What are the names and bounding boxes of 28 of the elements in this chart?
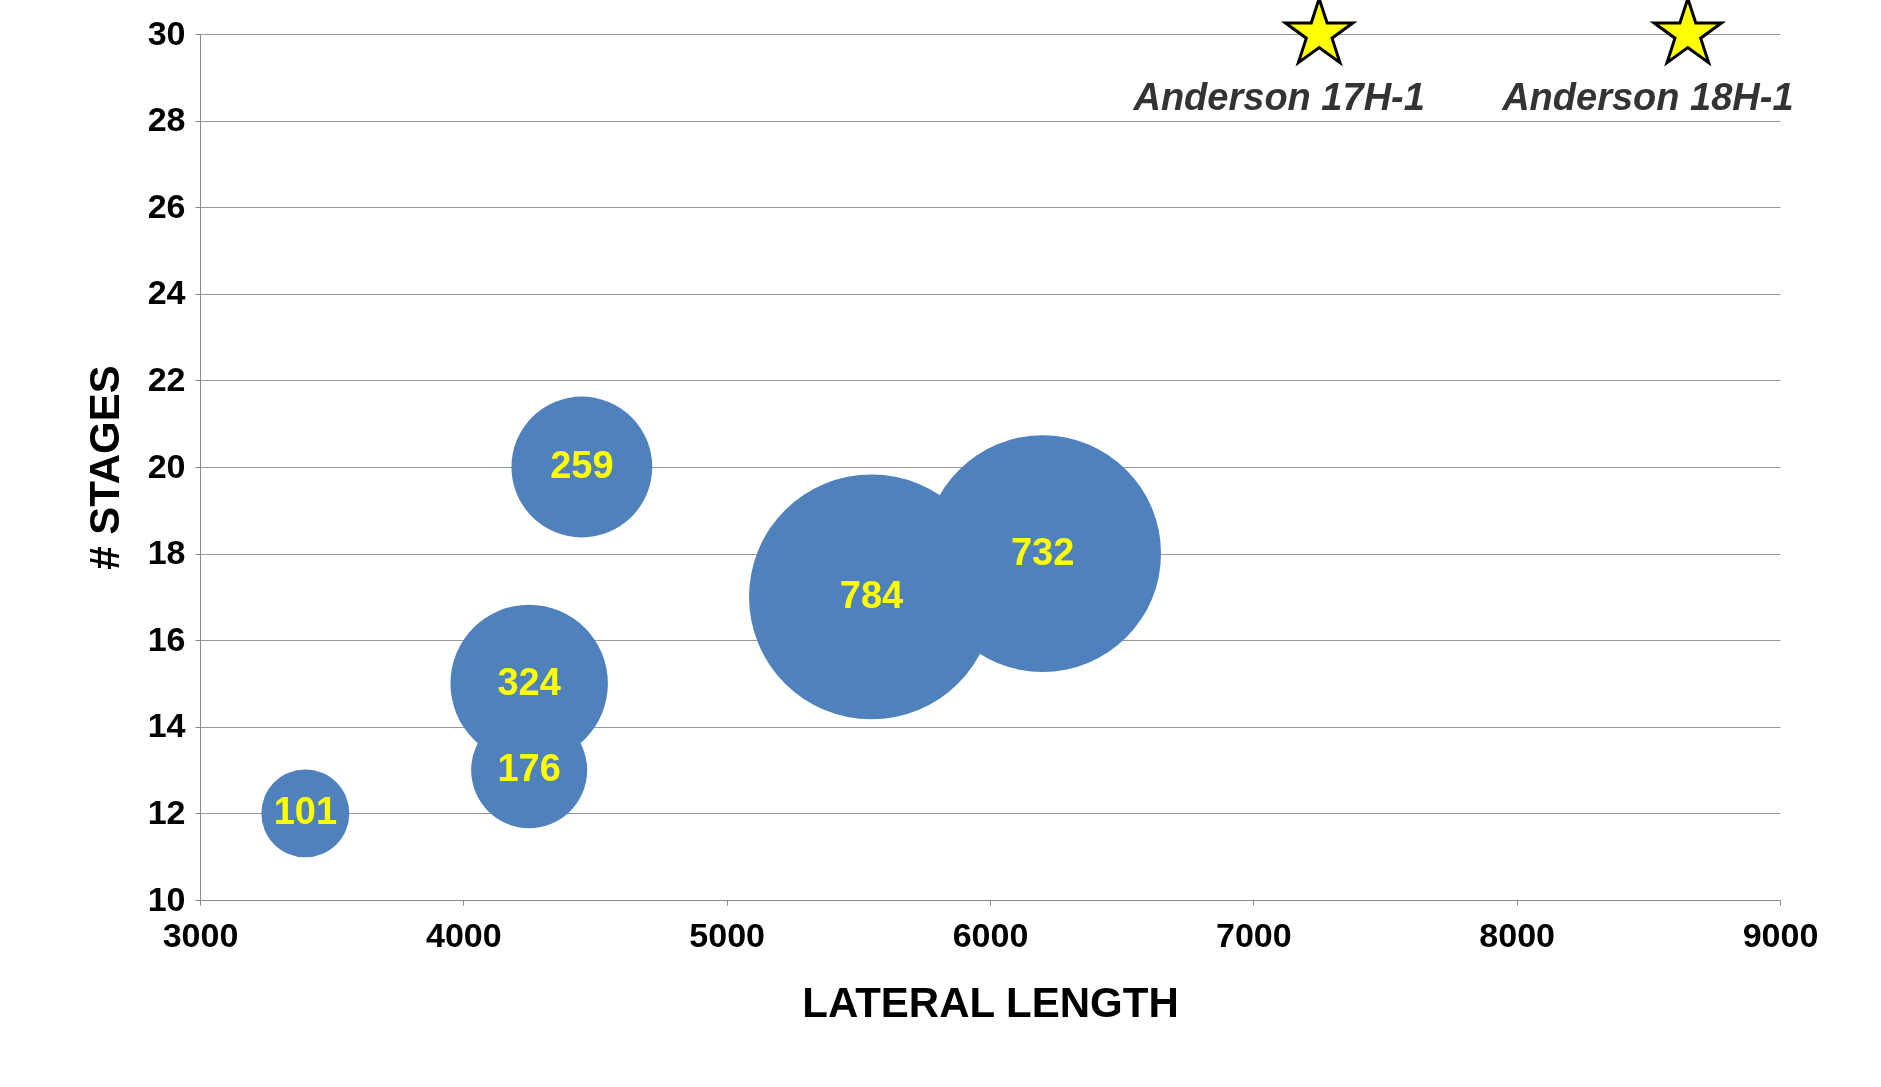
y-tick-label: 30 (147, 13, 186, 52)
data-label: 101 (273, 790, 338, 833)
y-tick-label: 20 (147, 446, 186, 485)
y-axis-title: # STAGES (80, 365, 128, 570)
x-tick-label: 6000 (952, 915, 1029, 954)
y-tick-label: 22 (147, 359, 186, 398)
data-label: 176 (497, 747, 561, 790)
y-tick-label: 26 (147, 186, 186, 225)
data-label: 324 (497, 660, 561, 703)
x-tick-label: 3000 (162, 915, 239, 954)
x-tick-label: 9000 (1742, 915, 1819, 954)
annotation: Anderson 18H-1 (1501, 76, 1794, 118)
x-tick-label: 5000 (689, 915, 765, 954)
data-label: 732 (1010, 530, 1075, 573)
y-tick-label: 12 (147, 792, 186, 831)
y-tick-label: 28 (147, 100, 186, 139)
x-axis-title: LATERAL LENGTH (802, 978, 1179, 1026)
x-tick-label: 8000 (1479, 915, 1555, 954)
y-tick-label: 18 (147, 533, 186, 572)
x-tick-label: 4000 (426, 915, 502, 954)
data-label: 259 (550, 444, 614, 486)
data-label: 784 (839, 573, 904, 616)
y-tick-label: 10 (147, 879, 186, 918)
y-tick-label: 24 (147, 273, 186, 312)
y-tick-label: 14 (147, 706, 186, 745)
y-tick-label: 16 (147, 619, 186, 658)
annotation: Anderson 17H-1 (1132, 76, 1425, 118)
x-tick-label: 7000 (1216, 915, 1292, 954)
